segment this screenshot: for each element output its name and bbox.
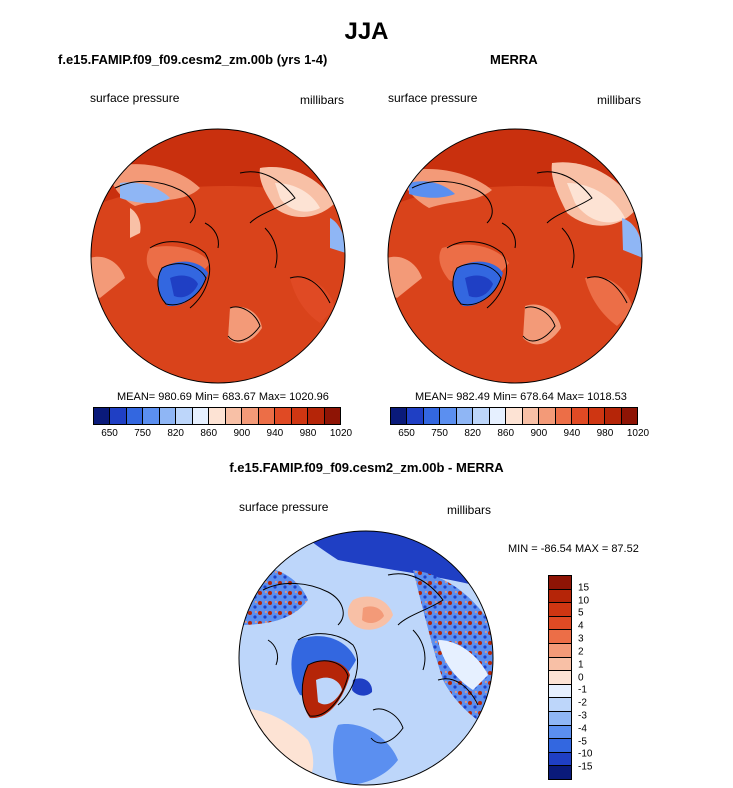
panel3-colorbar [548, 575, 572, 780]
colorbar-tick-label: -10 [578, 748, 593, 760]
colorbar-tick-label: -2 [578, 697, 587, 709]
colorbar-tick-label: 900 [233, 428, 251, 439]
colorbar-segment [539, 408, 556, 424]
colorbar-tick-label: 1 [578, 659, 584, 671]
colorbar-segment [555, 408, 573, 424]
colorbar-segment [126, 408, 144, 424]
colorbar-tick-label: 1020 [626, 428, 650, 439]
panel2-left-label: surface pressure [388, 91, 478, 105]
colorbar-segment [549, 698, 571, 712]
colorbar-segment [549, 616, 571, 631]
colorbar-segment [549, 589, 571, 604]
colorbar-segment [143, 408, 160, 424]
colorbar-tick-label: 750 [431, 428, 448, 439]
colorbar-tick-label: -15 [578, 761, 593, 773]
colorbar-segment [522, 408, 540, 424]
colorbar-segment [275, 408, 292, 424]
colorbar-segment [572, 408, 589, 424]
colorbar-tick-label: 940 [266, 428, 284, 439]
panel1-polar-map [90, 128, 346, 384]
colorbar-tick-label: 750 [134, 428, 151, 439]
colorbar-tick-label: 900 [530, 428, 548, 439]
colorbar-segment [549, 684, 571, 699]
colorbar-tick-label: 5 [578, 607, 584, 619]
panel1-title: f.e15.FAMIP.f09_f09.cesm2_zm.00b (yrs 1-… [58, 52, 328, 67]
colorbar-segment [242, 408, 259, 424]
colorbar-segment [176, 408, 193, 424]
colorbar-segment [549, 752, 571, 767]
colorbar-segment [506, 408, 523, 424]
colorbar-tick-label: 860 [497, 428, 515, 439]
colorbar-segment [489, 408, 507, 424]
panel1-stats: MEAN= 980.69 Min= 683.67 Max= 1020.96 [117, 391, 329, 403]
colorbar-segment [159, 408, 177, 424]
panel3-polar-map [238, 530, 494, 786]
panel3-title: f.e15.FAMIP.f09_f09.cesm2_zm.00b - MERRA [229, 460, 504, 475]
panel2-polar-map [387, 128, 643, 384]
colorbar-tick-label: 650 [101, 428, 118, 439]
colorbar-tick-label: 0 [578, 672, 584, 683]
panel1-left-label: surface pressure [90, 91, 180, 105]
colorbar-segment [324, 408, 341, 424]
colorbar-segment [605, 408, 622, 424]
colorbar-tick-label: 3 [578, 633, 584, 645]
colorbar-tick-label: 860 [200, 428, 218, 439]
colorbar-segment [291, 408, 309, 424]
colorbar-tick-label: -5 [578, 736, 587, 748]
colorbar-segment [549, 576, 571, 590]
colorbar-segment [549, 766, 571, 779]
colorbar-tick-label: 820 [464, 428, 481, 439]
colorbar-tick-label: -3 [578, 710, 587, 722]
panel3-right-label: millibars [447, 503, 492, 517]
colorbar-segment [549, 725, 571, 740]
colorbar-segment [308, 408, 325, 424]
panel2-title: MERRA [490, 52, 538, 67]
colorbar-tick-label: 940 [563, 428, 581, 439]
colorbar-tick-label: 650 [398, 428, 415, 439]
colorbar-segment [391, 408, 408, 424]
colorbar-segment [549, 603, 571, 617]
panel1-colorbar [93, 407, 341, 425]
colorbar-segment [473, 408, 490, 424]
colorbar-segment [588, 408, 606, 424]
colorbar-segment [423, 408, 441, 424]
colorbar-segment [549, 711, 571, 726]
colorbar-segment [456, 408, 474, 424]
colorbar-segment [549, 739, 571, 753]
colorbar-segment [440, 408, 457, 424]
colorbar-segment [407, 408, 424, 424]
colorbar-tick-label: 15 [578, 582, 590, 594]
panel3-stats: MIN = -86.54 MAX = 87.52 [508, 543, 639, 555]
colorbar-tick-label: 1020 [329, 428, 353, 439]
colorbar-segment [549, 630, 571, 644]
colorbar-tick-label: 820 [167, 428, 184, 439]
colorbar-tick-label: -4 [578, 723, 587, 735]
colorbar-segment [192, 408, 210, 424]
colorbar-segment [549, 643, 571, 658]
colorbar-tick-label: 980 [299, 428, 317, 439]
colorbar-segment [110, 408, 127, 424]
colorbar-segment [549, 657, 571, 672]
panel2-stats: MEAN= 982.49 Min= 678.64 Max= 1018.53 [415, 391, 627, 403]
colorbar-segment [258, 408, 276, 424]
colorbar-segment [225, 408, 243, 424]
panel2-right-label: millibars [597, 93, 642, 107]
panel2-colorbar [390, 407, 638, 425]
figure-title: JJA [344, 18, 389, 45]
panel3-left-label: surface pressure [239, 500, 329, 514]
colorbar-tick-label: 980 [596, 428, 614, 439]
colorbar-tick-label: 2 [578, 646, 584, 658]
colorbar-segment [94, 408, 111, 424]
colorbar-tick-label: -1 [578, 684, 587, 696]
panel1-right-label: millibars [300, 93, 345, 107]
colorbar-tick-label: 4 [578, 620, 584, 632]
colorbar-tick-label: 10 [578, 595, 590, 607]
colorbar-segment [549, 671, 571, 685]
colorbar-segment [621, 408, 638, 424]
colorbar-segment [209, 408, 226, 424]
